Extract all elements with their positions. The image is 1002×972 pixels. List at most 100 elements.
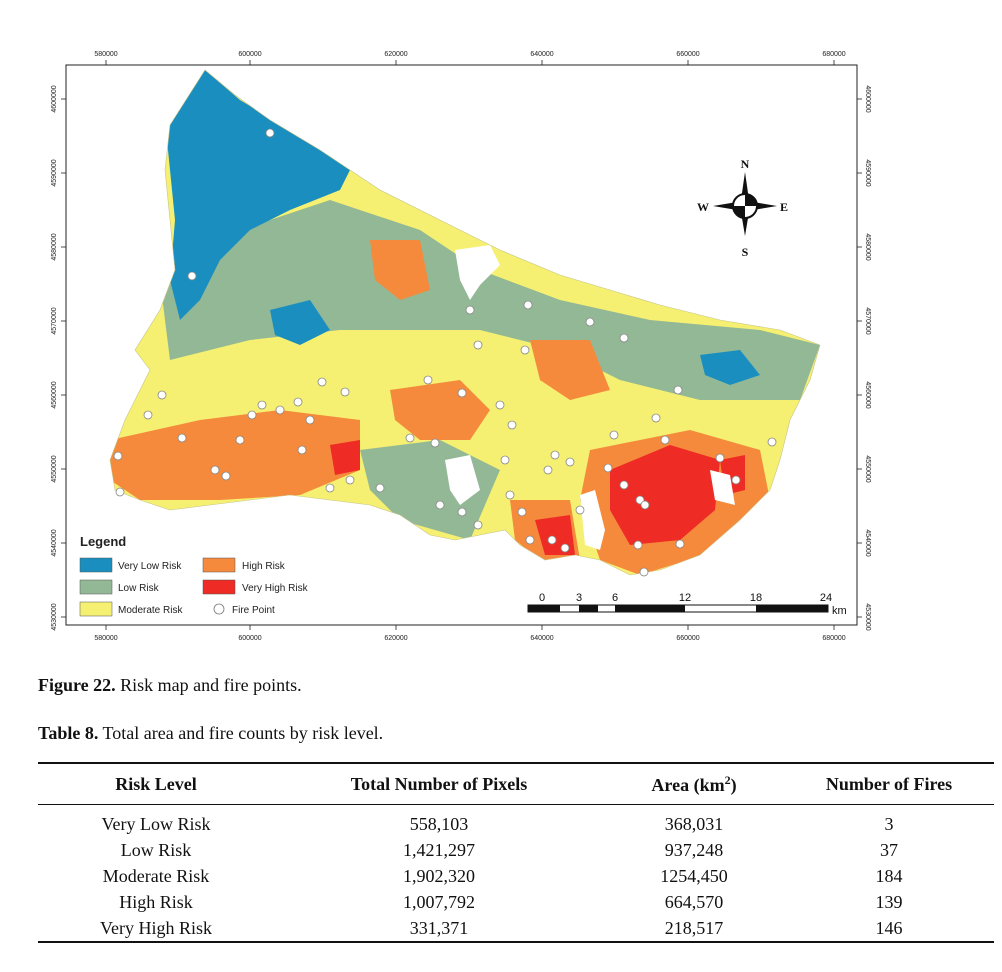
scale-label: 24 [820, 592, 832, 604]
very-low-risk-patch-east [700, 350, 760, 385]
x-tick-top: 680000 [822, 51, 845, 58]
x-axis-top: 580000 600000 620000 640000 660000 68000… [94, 51, 845, 58]
y-axis-left: 4600000 4590000 4580000 4570000 4560000 … [51, 85, 58, 630]
y-tick-right: 4550000 [864, 455, 871, 482]
fire-point [465, 305, 475, 315]
fire-point [317, 377, 327, 387]
fire-point [767, 437, 777, 447]
fire-point [257, 400, 267, 410]
legend-item: High Risk [202, 557, 286, 573]
table-row: Very High Risk 331,371 218,517 146 [38, 915, 994, 942]
table-caption-label: Table 8. [38, 723, 99, 743]
fire-point [157, 390, 167, 400]
table-row: Low Risk 1,421,297 937,248 37 [38, 837, 994, 863]
table-row: Very Low Risk 558,103 368,031 3 [38, 805, 994, 838]
x-tick-bottom: 620000 [384, 635, 407, 642]
cell-risk-level: Moderate Risk [102, 866, 210, 886]
cell-area: 1254,450 [660, 866, 728, 886]
risk-map: 580000 600000 620000 640000 660000 68000… [51, 51, 871, 642]
fire-point [265, 128, 275, 138]
cell-fires: 37 [880, 840, 898, 860]
fire-point [507, 420, 517, 430]
scale-bar: 0 3 6 12 18 24 km [527, 592, 847, 617]
scale-label: 3 [576, 592, 582, 604]
header-area-text: Area (km [651, 774, 725, 795]
lake-kucukcekmece [445, 455, 480, 505]
risk-table: Risk Level Total Number of Pixels Area (… [38, 762, 994, 943]
legend-label: Very High Risk [242, 583, 309, 594]
tick-marks [61, 60, 862, 630]
header-area-close: ) [730, 774, 737, 795]
fire-point [430, 438, 440, 448]
cell-area: 218,517 [664, 918, 724, 938]
cell-pixels: 1,421,297 [403, 840, 475, 860]
x-tick-bottom: 680000 [822, 635, 845, 642]
legend-label: Fire Point [232, 605, 275, 616]
compass-south: S [742, 245, 749, 259]
legend-item: Very High Risk [202, 579, 309, 595]
fire-point [297, 445, 307, 455]
fire-point [115, 487, 125, 497]
fire-point [520, 345, 530, 355]
compass-east: E [780, 200, 788, 214]
cell-pixels: 558,103 [409, 814, 469, 834]
cell-area: 368,031 [664, 814, 724, 834]
high-risk-area-north [370, 240, 430, 300]
fire-point [543, 465, 553, 475]
y-tick-left: 4590000 [51, 159, 58, 186]
table-header-row: Risk Level Total Number of Pixels Area (… [38, 763, 994, 805]
bosphorus-water [580, 490, 605, 550]
legend-title: Legend [80, 534, 126, 549]
scale-label: 0 [539, 592, 545, 604]
legend-label: Very Low Risk [118, 561, 182, 572]
x-tick-top: 640000 [530, 51, 553, 58]
cell-risk-level: Very Low Risk [101, 814, 211, 834]
legend-item: Moderate Risk [79, 601, 183, 617]
fire-point [187, 271, 197, 281]
fire-point [221, 471, 231, 481]
header-total-pixels: Total Number of Pixels [350, 773, 528, 794]
fire-point [500, 455, 510, 465]
cell-fires: 3 [884, 814, 894, 834]
fire-point [325, 483, 335, 493]
fire-point [457, 388, 467, 398]
y-tick-right: 4570000 [864, 307, 871, 334]
fire-point [560, 543, 570, 553]
fire-point [619, 480, 629, 490]
fire-point [247, 410, 257, 420]
cell-area: 937,248 [664, 840, 724, 860]
fire-point [405, 433, 415, 443]
north-arrow-icon: N S E W [697, 157, 788, 259]
x-tick-top: 580000 [94, 51, 117, 58]
fire-point [517, 507, 527, 517]
cell-fires: 146 [875, 918, 903, 938]
legend-label: High Risk [242, 561, 286, 572]
fire-point [210, 465, 220, 475]
y-tick-right: 4580000 [864, 233, 871, 260]
fire-point [603, 463, 613, 473]
fire-point [305, 415, 315, 425]
fire-point [550, 450, 560, 460]
figure-caption: Figure 22. Risk map and fire points. [38, 674, 302, 696]
fire-point [675, 539, 685, 549]
fire-point-icon [213, 603, 225, 615]
x-tick-bottom: 660000 [676, 635, 699, 642]
fire-point [495, 400, 505, 410]
figure-caption-label: Figure 22. [38, 675, 116, 695]
fire-point [633, 540, 643, 550]
x-tick-bottom: 580000 [94, 635, 117, 642]
y-axis-right: 4600000 4590000 4580000 4570000 4560000 … [864, 85, 871, 630]
fire-point [673, 385, 683, 395]
fire-point [275, 405, 285, 415]
fire-point [177, 433, 187, 443]
y-tick-left: 4580000 [51, 233, 58, 260]
fire-point [345, 475, 355, 485]
legend-swatch [79, 579, 113, 595]
high-risk-area-west [110, 410, 360, 500]
fire-point [547, 535, 557, 545]
header-area-superscript: 2 [724, 772, 731, 787]
x-tick-bottom: 600000 [238, 635, 261, 642]
legend-swatch [79, 601, 113, 617]
y-tick-left: 4600000 [51, 85, 58, 112]
very-high-risk-area-west [330, 440, 360, 475]
